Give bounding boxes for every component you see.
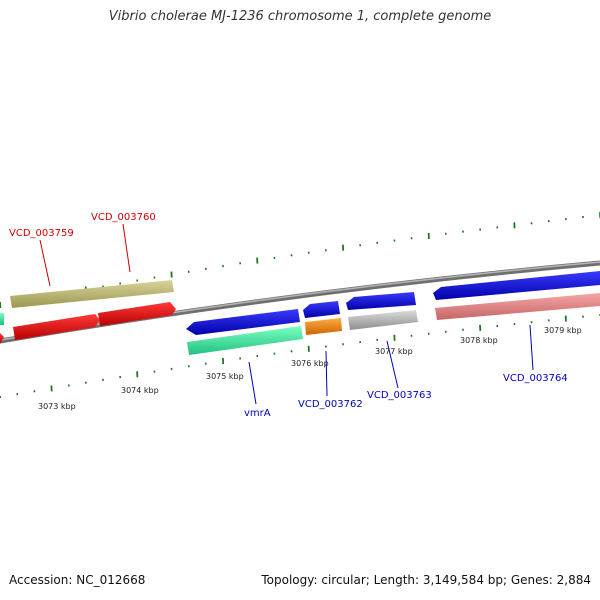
gene-vcd-003764[interactable] — [435, 293, 600, 320]
scale-label-3078: 3078 kbp — [460, 336, 498, 345]
gene-vcd-003759-red[interactable] — [13, 314, 100, 340]
scale-label-3079: 3079 kbp — [544, 326, 582, 335]
gene-vcd-003763[interactable] — [348, 310, 418, 330]
label-line-vcd-003760 — [122, 223, 131, 273]
label-vcd-003764[interactable]: VCD_003764 — [503, 373, 568, 384]
scale-label-3073: 3073 kbp — [38, 402, 76, 411]
gene-blue-2[interactable] — [303, 301, 340, 318]
gene-vcd-003760[interactable] — [10, 280, 174, 308]
label-vcd-003759[interactable]: VCD_003759 — [9, 228, 74, 239]
label-vmra[interactable]: vmrA — [244, 408, 271, 419]
label-line-vcd-003759 — [39, 239, 51, 287]
scale-label-3076: 3076 kbp — [291, 359, 329, 368]
gene-blue-1[interactable] — [186, 309, 300, 335]
scale-label-3074: 3074 kbp — [121, 386, 159, 395]
label-line-vmra — [248, 361, 257, 405]
label-line-vcd-003764 — [529, 324, 534, 371]
gene-red-3[interactable] — [98, 302, 176, 326]
label-line-vcd-003763 — [386, 340, 399, 389]
label-vcd-003763[interactable]: VCD_003763 — [367, 390, 432, 401]
genome-summary-text: Topology: circular; Length: 3,149,584 bp… — [261, 573, 591, 587]
map-title: Vibrio cholerae MJ-1236 chromosome 1, co… — [108, 9, 492, 24]
accession-text: Accession: NC_012668 — [9, 573, 146, 587]
gene-blue-4[interactable] — [433, 271, 600, 300]
gene-vmra[interactable] — [187, 326, 303, 355]
label-line-vcd-003762 — [325, 350, 328, 397]
label-vcd-003762[interactable]: VCD_003762 — [298, 399, 363, 410]
scale-label-3077: 3077 kbp — [375, 347, 413, 356]
gene-blue-3[interactable] — [346, 292, 416, 310]
gene-vcd-003762[interactable] — [305, 318, 342, 335]
gene-green-partial — [0, 313, 4, 325]
scale-label-3075: 3075 kbp — [206, 372, 244, 381]
lower-tick-row — [0, 314, 600, 399]
gene-red-partial-left — [0, 333, 4, 344]
label-vcd-003760[interactable]: VCD_003760 — [91, 212, 156, 223]
